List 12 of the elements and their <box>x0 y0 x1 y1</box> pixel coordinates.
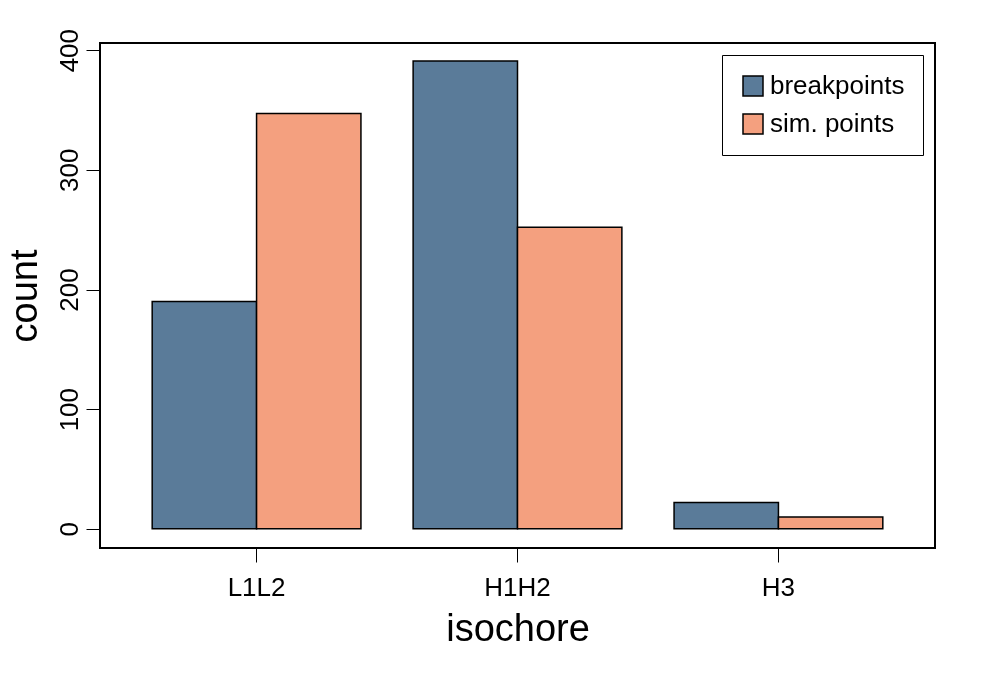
legend-label: sim. points <box>770 108 895 138</box>
x-axis-title: isochore <box>446 606 590 649</box>
y-tick-label: 100 <box>53 387 84 432</box>
y-tick-label: 200 <box>53 268 84 312</box>
y-tick-label: 0 <box>53 522 84 537</box>
y-axis-title: count <box>2 249 45 343</box>
x-tick-label: H3 <box>761 571 796 602</box>
x-tick-label: H1H2 <box>484 571 551 602</box>
y-tick-label: 300 <box>53 148 84 193</box>
y-tick-label: 400 <box>53 28 84 73</box>
legend-label: breakpoints <box>770 70 905 100</box>
x-tick-label: L1L2 <box>227 571 286 602</box>
